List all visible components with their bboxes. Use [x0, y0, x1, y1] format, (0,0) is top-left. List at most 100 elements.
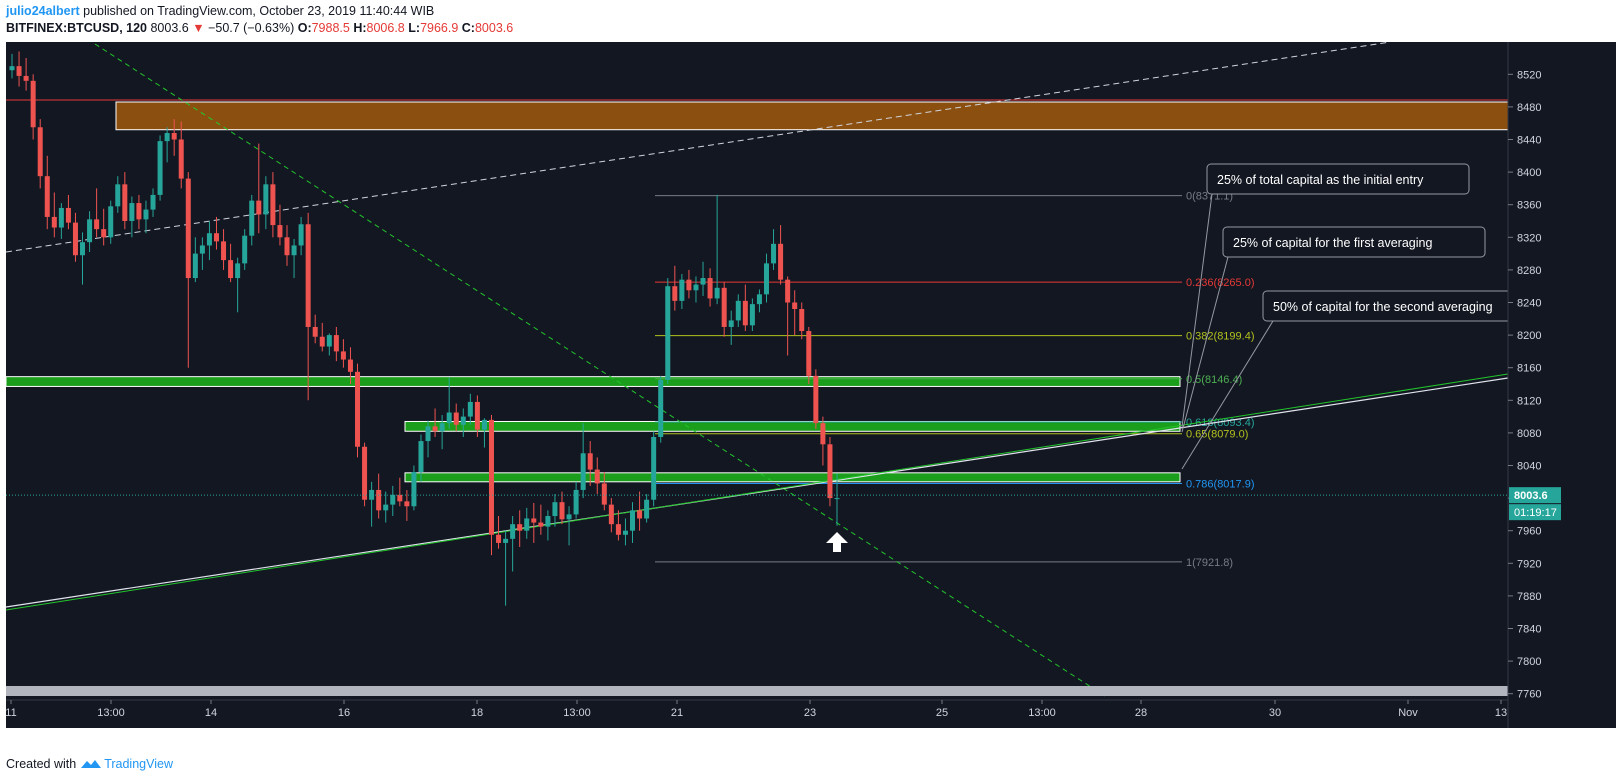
time-tick-label: 23 — [804, 707, 816, 719]
price-tick-label: 8320 — [1517, 232, 1541, 244]
price-axis[interactable]: 8520 8480 8440 8400 8360 8320 8280 8240 8200 8160… — [1508, 69, 1561, 701]
candle-body — [637, 510, 643, 519]
candle-body — [446, 412, 452, 424]
candle-body — [319, 336, 325, 347]
candle-body — [742, 300, 748, 326]
price-tick-label: 7880 — [1517, 591, 1541, 603]
candle-body — [425, 426, 431, 442]
price-tick-label: 7840 — [1517, 624, 1541, 636]
tradingview-logo-icon — [81, 760, 102, 768]
candle-body — [305, 224, 311, 327]
candle-body — [136, 203, 142, 220]
candle-body — [178, 139, 184, 179]
candle-body — [340, 351, 346, 360]
time-tick-label: 14 — [205, 707, 217, 719]
candle-body — [686, 279, 692, 291]
overlay-layer — [6, 494, 1508, 696]
close-label: C: — [461, 21, 475, 35]
candle-body — [778, 243, 784, 280]
fib-retracement[interactable]: 0(8371.1)0.236(8265.0)0.382(8199.4)0.5(8… — [655, 191, 1255, 569]
candle-body — [834, 498, 840, 500]
candle-body — [545, 516, 551, 527]
candle-body — [820, 423, 826, 445]
trendlines[interactable] — [5, 42, 1509, 697]
candle-body — [785, 279, 791, 303]
time-tick-label: 25 — [936, 707, 948, 719]
candle-body — [474, 401, 480, 430]
candle-body — [157, 141, 163, 195]
candle-body — [771, 243, 777, 264]
dashed-resistance-trendline[interactable] — [5, 42, 1391, 253]
candle-body — [362, 446, 368, 500]
candle-body — [721, 287, 727, 327]
time-tick-label: Nov — [1398, 707, 1418, 719]
candle-body — [608, 504, 614, 525]
price-tick-label: 8240 — [1517, 298, 1541, 310]
author-link[interactable]: julio24albert — [6, 4, 80, 18]
price-tick-label: 7920 — [1517, 558, 1541, 570]
candle-body — [622, 530, 628, 535]
fib-level-label: 0.236(8265.0) — [1186, 277, 1255, 289]
support-trendline-green[interactable] — [5, 373, 1509, 611]
candle-body — [94, 219, 100, 230]
callouts-layer[interactable]: 25% of total capital as the initial entr… — [1181, 163, 1514, 470]
candle-body — [213, 233, 219, 242]
candle-body — [714, 287, 720, 299]
candle-body — [108, 206, 114, 238]
candle-body — [467, 401, 473, 417]
candle-body — [552, 502, 558, 517]
candle-body — [101, 229, 107, 238]
low-label: L: — [408, 21, 421, 35]
up-arrow-icon — [826, 532, 848, 552]
candle-body — [9, 66, 15, 71]
candle-body — [411, 472, 417, 507]
candle-body — [658, 379, 664, 437]
time-tick-label: 13:00 — [1028, 707, 1056, 719]
dashed-downtrend-line[interactable] — [94, 43, 1106, 697]
candle-body — [763, 263, 769, 295]
candlestick-chart[interactable]: 0(8371.1)0.236(8265.0)0.382(8199.4)0.5(8… — [0, 42, 1616, 728]
candle-body — [566, 514, 572, 520]
price-tick-label: 8520 — [1517, 69, 1541, 81]
candle-body — [291, 245, 297, 256]
time-scrollbar[interactable] — [6, 686, 1508, 696]
chart-header: julio24albert published on TradingView.c… — [0, 0, 1616, 42]
countdown-tag-label: 01:19:17 — [1514, 507, 1557, 519]
time-axis[interactable]: 11 13:00 14 16 18 13:00 21 23 25 13:00 28 30 Nov 13 — [5, 699, 1508, 719]
candle-body — [630, 510, 636, 531]
green-zone[interactable] — [404, 420, 1181, 432]
candle-body — [806, 331, 812, 376]
callout-box[interactable] — [1222, 226, 1486, 258]
candle-body — [347, 359, 353, 372]
candle-body — [199, 245, 205, 254]
candle-body — [735, 300, 741, 321]
candle-body — [122, 184, 128, 221]
price-tick-label: 8440 — [1517, 135, 1541, 147]
price-tick-label: 8360 — [1517, 200, 1541, 212]
candles-layer — [9, 51, 840, 606]
candle-body — [312, 326, 318, 337]
candle-body — [488, 419, 494, 535]
candle-body — [601, 483, 607, 505]
callout-text: 25% of capital for the first averaging — [1233, 236, 1432, 250]
candle-body — [80, 242, 86, 256]
tradingview-brand[interactable]: TradingView — [104, 757, 173, 771]
symbol-label[interactable]: BITFINEX:BTCUSD, 120 — [6, 21, 147, 35]
candle-body — [326, 335, 332, 347]
green-zone[interactable] — [404, 472, 1181, 483]
green-zone[interactable] — [5, 376, 1181, 387]
candle-body — [517, 524, 523, 531]
high-label: H: — [353, 21, 367, 35]
price-axis-panel[interactable] — [1508, 42, 1616, 728]
orange-zone[interactable] — [115, 101, 1511, 131]
callout-box[interactable] — [1206, 163, 1470, 195]
price-change: −50.7 (−0.63%) — [208, 21, 295, 35]
price-tick-label: 8200 — [1517, 330, 1541, 342]
candle-body — [679, 279, 685, 301]
published-text: published on TradingView.com, October 23… — [79, 4, 435, 18]
fib-level-label: 0.382(8199.4) — [1186, 331, 1255, 343]
candle-body — [432, 426, 438, 432]
high-value: 8006.8 — [366, 21, 405, 35]
candle-body — [115, 184, 121, 207]
price-tick-label: 8160 — [1517, 363, 1541, 375]
